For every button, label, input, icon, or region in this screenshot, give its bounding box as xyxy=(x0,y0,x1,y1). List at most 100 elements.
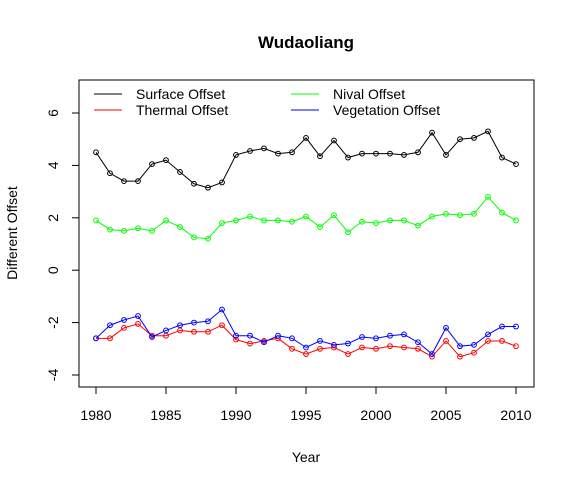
surface-offset-point xyxy=(261,145,267,152)
nival-offset-point xyxy=(233,217,239,224)
surface-offset-series xyxy=(93,128,519,191)
surface-offset-point xyxy=(163,157,169,164)
vegetation-offset-point xyxy=(317,338,323,344)
surface-offset-point xyxy=(331,137,337,144)
vegetation-offset-point xyxy=(135,313,141,319)
vegetation-offset-point xyxy=(443,324,449,331)
nival-offset-point xyxy=(443,210,449,217)
nival-offset-point xyxy=(513,217,519,224)
thermal-offset-point xyxy=(121,324,127,331)
legend-label: Nival Offset xyxy=(333,86,405,102)
plot-frame xyxy=(78,79,535,388)
vegetation-offset-point xyxy=(233,332,239,339)
x-axis: 1980 1985 1990 1995 2000 2005 2010 xyxy=(80,386,532,423)
thermal-offset-point xyxy=(303,351,309,357)
vegetation-offset-point xyxy=(373,335,379,342)
nival-offset-point xyxy=(219,220,225,226)
thermal-offset-point xyxy=(317,345,323,352)
nival-offset-point xyxy=(275,217,281,224)
thermal-offset-point xyxy=(345,351,351,357)
vegetation-offset-point xyxy=(107,322,113,329)
vegetation-offset-point xyxy=(345,340,351,347)
nival-offset-point xyxy=(205,235,211,242)
legend-item-nival-offset: Nival Offset xyxy=(291,86,405,102)
nival-offset-point xyxy=(135,225,141,232)
thermal-offset-point xyxy=(191,328,197,335)
nival-offset-point xyxy=(429,213,435,220)
x-tick-label: 2000 xyxy=(360,407,391,423)
nival-offset-point xyxy=(457,212,463,219)
x-tick-label: 1995 xyxy=(290,407,321,423)
surface-offset-point xyxy=(177,169,183,175)
thermal-offset-point xyxy=(107,335,113,342)
surface-offset-point xyxy=(485,128,491,135)
vegetation-offset-line xyxy=(95,308,516,355)
nival-offset-point xyxy=(191,234,197,241)
thermal-offset-point xyxy=(443,338,449,344)
surface-offset-point xyxy=(499,154,505,161)
surface-offset-point xyxy=(359,150,365,157)
nival-offset-series xyxy=(93,193,519,242)
surface-offset-point xyxy=(513,161,519,167)
nival-offset-point xyxy=(401,217,407,224)
surface-offset-point xyxy=(471,134,477,141)
surface-offset-point xyxy=(401,152,407,158)
vegetation-offset-point xyxy=(485,331,491,338)
thermal-offset-point xyxy=(219,322,225,329)
nival-offset-point xyxy=(247,213,253,220)
legend-item-vegetation-offset: Vegetation Offset xyxy=(291,102,440,118)
surface-offset-point xyxy=(275,150,281,157)
thermal-offset-point xyxy=(135,321,141,327)
vegetation-offset-point xyxy=(401,331,407,338)
thermal-offset-series xyxy=(93,321,519,360)
y-tick-label: 4 xyxy=(45,161,61,169)
x-tick-label: 1980 xyxy=(80,407,111,423)
nival-offset-point xyxy=(121,228,127,234)
vegetation-offset-point xyxy=(415,339,421,346)
nival-offset-point xyxy=(177,224,183,230)
vegetation-offset-point xyxy=(429,351,435,357)
surface-offset-point xyxy=(387,150,393,157)
y-tick-label: 2 xyxy=(45,214,61,222)
vegetation-offset-point xyxy=(219,306,225,313)
legend-item-thermal-offset: Thermal Offset xyxy=(94,102,228,118)
surface-offset-point xyxy=(233,152,239,158)
x-axis-label: Year xyxy=(292,449,321,465)
x-tick-label: 2010 xyxy=(500,407,531,423)
series-layer xyxy=(93,128,519,360)
vegetation-offset-point xyxy=(247,332,253,339)
y-tick-label: 6 xyxy=(45,109,61,117)
vegetation-offset-point xyxy=(261,339,267,346)
thermal-offset-point xyxy=(289,345,295,352)
nival-offset-point xyxy=(317,224,323,230)
thermal-offset-point xyxy=(471,349,477,356)
thermal-offset-point xyxy=(247,340,253,347)
legend-label: Surface Offset xyxy=(136,86,225,102)
legend-label: Thermal Offset xyxy=(136,102,228,118)
surface-offset-point xyxy=(93,149,99,156)
thermal-offset-point xyxy=(359,344,365,351)
surface-offset-point xyxy=(135,178,141,185)
surface-offset-point xyxy=(345,154,351,161)
nival-offset-line xyxy=(95,196,517,240)
surface-offset-point xyxy=(149,161,155,167)
vegetation-offset-point xyxy=(149,334,155,340)
surface-offset-point xyxy=(247,148,253,154)
y-tick-label: 0 xyxy=(45,266,61,274)
vegetation-offset-point xyxy=(191,319,197,326)
vegetation-offset-series xyxy=(93,306,519,357)
thermal-offset-point xyxy=(415,345,421,352)
surface-offset-point xyxy=(457,136,463,143)
vegetation-offset-point xyxy=(303,344,309,351)
vegetation-offset-point xyxy=(121,317,127,323)
thermal-offset-point xyxy=(499,338,505,344)
surface-offset-point xyxy=(107,170,113,177)
surface-offset-point xyxy=(303,134,309,141)
surface-offset-point xyxy=(121,178,127,185)
vegetation-offset-point xyxy=(93,335,99,342)
vegetation-offset-point xyxy=(359,334,365,340)
vegetation-offset-point xyxy=(499,323,505,330)
thermal-offset-point xyxy=(233,336,239,343)
